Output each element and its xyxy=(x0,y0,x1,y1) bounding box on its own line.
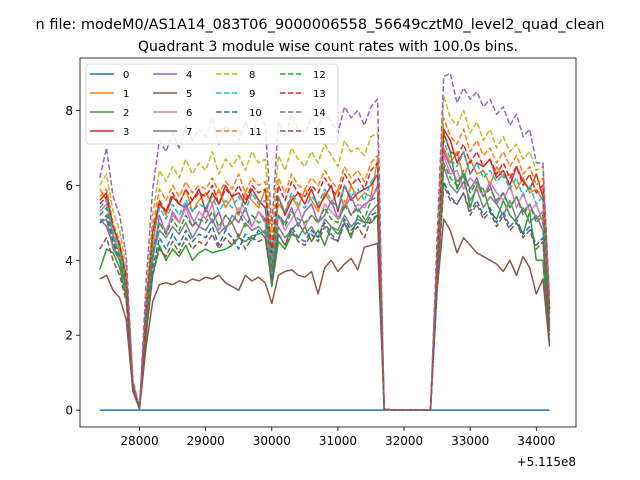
legend-label-8: 8 xyxy=(249,70,255,81)
y-tick-label: 2 xyxy=(65,329,73,343)
legend-label-2: 2 xyxy=(123,108,129,119)
y-tick-label: 6 xyxy=(65,179,73,193)
x-tick-label: 32000 xyxy=(385,434,423,448)
series-line-1 xyxy=(99,147,551,411)
y-tick-label: 0 xyxy=(65,404,73,418)
legend-frame xyxy=(85,63,339,145)
figure-suptitle: n file: modeM0/AS1A14_083T06_9000006558_… xyxy=(36,17,605,33)
legend-label-12: 12 xyxy=(313,70,326,81)
x-tick-label: 29000 xyxy=(187,434,225,448)
legend-label-3: 3 xyxy=(123,127,129,138)
series-line-9 xyxy=(99,139,551,411)
legend-label-10: 10 xyxy=(249,108,262,119)
series-line-6 xyxy=(99,154,551,411)
y-tick-label: 4 xyxy=(65,254,73,268)
x-tick-label: 28000 xyxy=(120,434,158,448)
x-offset-text: +5.115e8 xyxy=(517,455,576,469)
legend-label-15: 15 xyxy=(313,127,326,138)
x-tick-label: 34000 xyxy=(517,434,555,448)
series-line-11 xyxy=(99,117,551,411)
series-line-7 xyxy=(99,165,551,411)
y-axis: 0 2 4 6 8 xyxy=(65,104,80,418)
y-tick-label: 8 xyxy=(65,104,73,118)
legend-label-5: 5 xyxy=(186,89,192,100)
legend-label-14: 14 xyxy=(313,108,326,119)
axes-frame xyxy=(79,57,577,428)
legend-label-1: 1 xyxy=(123,89,129,100)
series-line-15 xyxy=(99,184,551,411)
series-line-13 xyxy=(99,132,551,411)
x-tick-label: 33000 xyxy=(451,434,489,448)
legend-label-11: 11 xyxy=(249,127,262,138)
legend-label-7: 7 xyxy=(186,127,192,138)
legend-label-13: 13 xyxy=(313,89,326,100)
series-line-5 xyxy=(99,218,551,411)
legend-label-4: 4 xyxy=(186,70,192,81)
legend-label-6: 6 xyxy=(186,108,192,119)
series-line-12 xyxy=(99,162,551,411)
chart-title: Quadrant 3 module wise count rates with … xyxy=(138,39,518,55)
x-tick-label: 31000 xyxy=(319,434,357,448)
legend-label-9: 9 xyxy=(249,89,255,100)
series-line-4 xyxy=(99,150,551,411)
x-axis: 28000 29000 30000 31000 32000 33000 34000 xyxy=(120,427,555,448)
series-line-10 xyxy=(99,180,551,411)
x-tick-label: 30000 xyxy=(253,434,291,448)
legend-label-0: 0 xyxy=(123,70,129,81)
